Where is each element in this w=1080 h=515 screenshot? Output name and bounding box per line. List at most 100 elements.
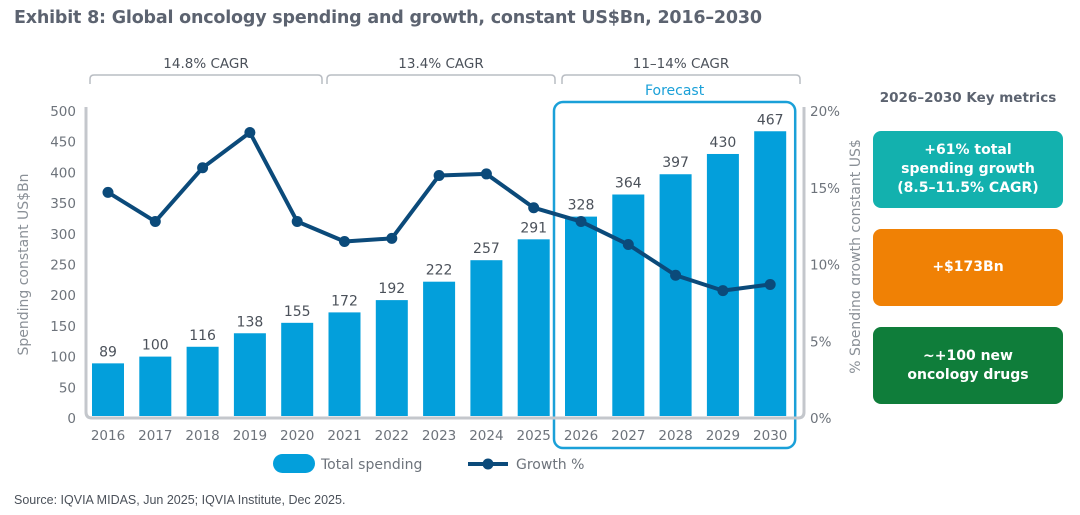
source-note: Source: IQVIA MIDAS, Jun 2025; IQVIA Ins… [14, 493, 346, 507]
y-tick-label: 100 [50, 350, 76, 366]
x-tick-label: 2022 [375, 428, 409, 444]
forecast-region: Forecast [552, 83, 797, 450]
y-tick-label: 300 [50, 227, 76, 243]
metric-card-line: spending growth [901, 161, 1035, 177]
legend-label-growth: Growth % [516, 457, 584, 473]
y-tick-label: 200 [50, 288, 76, 304]
metric-card-text: +$173Bn [932, 258, 1003, 277]
chart: 14.8% CAGR 13.4% CAGR 11–14% CAGR Forecast… [16, 56, 860, 473]
cagr-bracket [326, 74, 556, 84]
bar-2021 [328, 312, 361, 416]
bar-2029 [706, 153, 739, 417]
metric-card-line: (8.5–11.5% CAGR) [897, 180, 1039, 196]
growth-point-2029 [717, 285, 729, 297]
growth-point-2023 [433, 169, 445, 181]
growth-point-2019 [244, 126, 256, 138]
bar-2025 [517, 239, 550, 416]
y-tick-label: 50 [59, 380, 76, 396]
key-metrics-title: 2026–2030 Key metrics [879, 90, 1057, 106]
bar-value-label: 397 [662, 155, 689, 171]
bar-value-label: 138 [237, 314, 264, 330]
x-tick-label: 2026 [564, 428, 598, 444]
axes: 0 50 100 150 200 250 300 350 400 450 500 0% 5% 10% 15%… [16, 104, 860, 427]
x-tick-label: 2030 [753, 428, 787, 444]
bar-2028 [659, 174, 692, 416]
x-tick-label: 2016 [91, 428, 125, 444]
metric-card-line: oncology drugs [907, 366, 1029, 383]
y2-tick-label: 15% [810, 181, 840, 197]
metric-card-line: +$173Bn [932, 259, 1004, 275]
x-tick-label: 2017 [138, 428, 172, 444]
x-tick-labels: 2016 2017 2018 2019 2020 2021 2022 2023 2024 2025… [91, 428, 788, 444]
bar-value-label: 116 [189, 328, 216, 344]
bar-2026 [565, 216, 597, 416]
bar-2023 [423, 281, 456, 416]
metric-card-spending-growth: +61% total spending growth (8.5–11.5% CAGR… [873, 131, 1063, 208]
bar-labels: 89 100 116 138 155 172 192 222 257 291 328 364 397 43… [99, 112, 783, 360]
growth-point-2024 [480, 168, 492, 180]
bar-value-label: 257 [473, 241, 500, 257]
bar-2019 [233, 333, 266, 416]
bar-2024 [470, 260, 503, 416]
growth-point-2017 [149, 216, 161, 228]
x-tick-label: 2020 [280, 428, 314, 444]
metric-card-text: +61% total spending growth (8.5–11.5% CAGR… [897, 141, 1038, 198]
y-tick-label: 250 [50, 258, 76, 274]
metric-card-spending-increase: +$173Bn [873, 229, 1063, 306]
y-tick-label: 150 [50, 319, 76, 335]
bar-value-label: 291 [520, 220, 547, 236]
metric-card-new-drugs: ~+100 new oncology drugs [873, 327, 1063, 404]
bar-2027 [612, 194, 645, 416]
chart-title: Exhibit 8: Global oncology spending and … [14, 8, 762, 28]
legend: Total spending Growth % [273, 454, 584, 473]
y-tick-label: 350 [50, 196, 76, 212]
cagr-bracket [89, 74, 323, 84]
growth-point-2018 [197, 162, 209, 174]
metric-card-line: ~+100 new [923, 347, 1013, 364]
y-tick-label: 400 [50, 165, 76, 181]
bar-value-label: 155 [284, 304, 311, 320]
cagr-brackets: 14.8% CAGR 13.4% CAGR 11–14% CAGR [89, 56, 801, 84]
growth-point-2030 [764, 278, 776, 290]
y2-tick-label: 0% [810, 411, 832, 427]
bar-value-label: 89 [99, 344, 117, 360]
growth-point-2027 [622, 239, 634, 251]
cagr-label: 14.8% CAGR [163, 56, 248, 72]
bar-value-label: 100 [142, 338, 169, 354]
legend-label-total-spending: Total spending [320, 457, 422, 473]
x-tick-label: 2018 [185, 428, 219, 444]
bars [92, 131, 787, 417]
cagr-label: 11–14% CAGR [633, 56, 730, 72]
cagr-bracket [561, 74, 801, 84]
x-tick-label: 2019 [233, 428, 267, 444]
x-tick-label: 2025 [517, 428, 551, 444]
x-tick-label: 2021 [327, 428, 361, 444]
growth-point-2016 [102, 186, 114, 198]
x-tick-label: 2023 [422, 428, 456, 444]
bar-2016 [92, 363, 124, 416]
forecast-box [552, 100, 797, 450]
y-axis-label: Spending constant US$Bn [16, 173, 32, 355]
metric-card-text: ~+100 new oncology drugs [907, 347, 1028, 385]
bar-2030 [754, 131, 787, 416]
x-tick-label: 2027 [611, 428, 645, 444]
growth-point-2025 [528, 202, 540, 214]
legend-swatch-growth-point [482, 458, 494, 470]
cagr-label: 13.4% CAGR [398, 56, 483, 72]
axis-lines [84, 107, 806, 420]
bar-value-label: 467 [757, 112, 784, 128]
bar-value-label: 364 [615, 176, 642, 192]
bar-value-label: 430 [710, 135, 737, 151]
bar-value-label: 222 [426, 263, 453, 279]
legend-swatch-total-spending [273, 454, 315, 473]
bar-value-label: 328 [568, 198, 595, 214]
growth-point-2022 [386, 232, 398, 244]
y-tick-label: 450 [50, 135, 76, 151]
growth-point-2020 [291, 216, 303, 228]
x-tick-label: 2029 [706, 428, 740, 444]
y2-tick-label: 20% [810, 104, 840, 120]
bar-2022 [375, 300, 408, 416]
bar-value-label: 192 [378, 281, 405, 297]
metric-card-line: +61% total [924, 142, 1012, 158]
growth-point-2028 [670, 269, 682, 281]
